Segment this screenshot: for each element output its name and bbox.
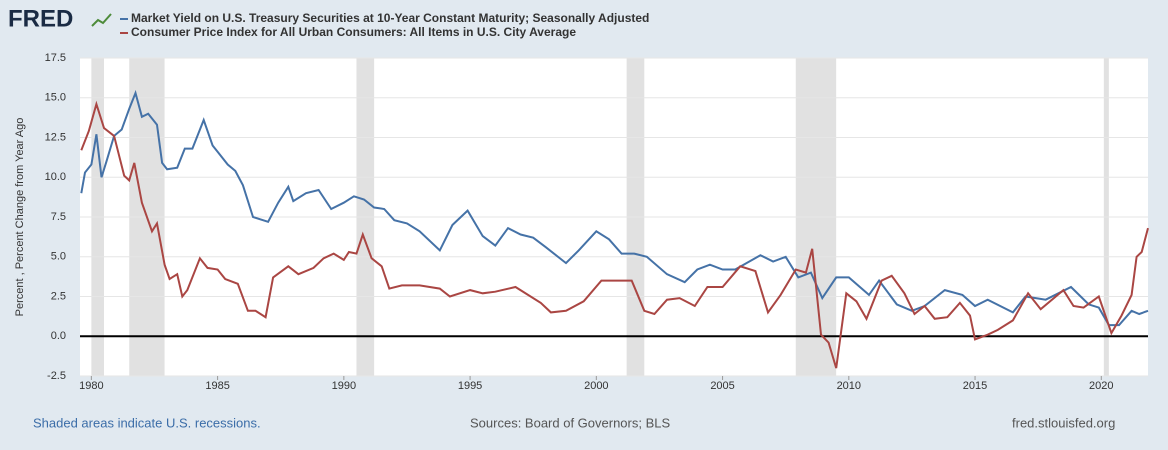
x-tick-label: 2000 (584, 380, 608, 392)
x-tick-label: 1985 (205, 380, 229, 392)
y-axis-label: Percent , Percent Change from Year Ago (14, 118, 26, 317)
x-tick-label: 1990 (332, 380, 356, 392)
x-tick-label: 1995 (458, 380, 482, 392)
y-tick-label: 15.0 (45, 92, 66, 104)
series-line (80, 100, 1149, 369)
x-tick-label: 2005 (710, 380, 734, 392)
sources: Sources: Board of Governors; BLS (470, 415, 670, 430)
y-tick-label: 12.5 (45, 131, 66, 143)
y-tick-label: 7.5 (51, 211, 66, 223)
x-tick-label: 2010 (837, 380, 861, 392)
x-tick-label: 2015 (963, 380, 987, 392)
website: fred.stlouisfed.org (1012, 415, 1115, 430)
x-tick-label: 1980 (79, 380, 103, 392)
legend-label: Market Yield on U.S. Treasury Securities… (131, 11, 649, 25)
y-tick-label: -2.5 (47, 370, 66, 382)
logo-icon (91, 13, 112, 27)
x-tick-label: 2020 (1089, 380, 1113, 392)
recession-note: Shaded areas indicate U.S. recessions. (33, 415, 261, 430)
legend-label: Consumer Price Index for All Urban Consu… (131, 25, 576, 39)
y-tick-label: 2.5 (51, 290, 66, 302)
y-tick-label: 17.5 (45, 52, 66, 64)
y-tick-label: 5.0 (51, 251, 66, 263)
y-tick-label: 10.0 (45, 171, 66, 183)
logo: FRED (8, 5, 73, 32)
y-tick-label: 0.0 (51, 330, 66, 342)
